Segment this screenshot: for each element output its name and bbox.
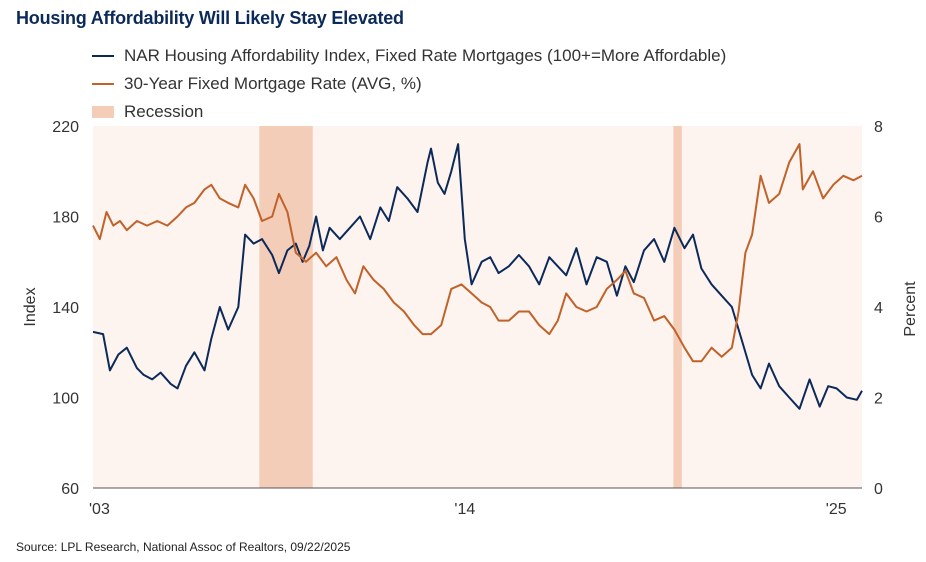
- x-tick-label: '03: [89, 501, 110, 518]
- y-axis-right-ticks: 0 2 4 6 8: [874, 119, 883, 498]
- legend-swatch-mortgage-rate: [92, 83, 114, 85]
- legend-item-affordability: NAR Housing Affordability Index, Fixed R…: [92, 42, 726, 70]
- legend-label-mortgage-rate: 30-Year Fixed Mortgage Rate (AVG, %): [124, 74, 422, 93]
- y2-tick-label: 2: [874, 391, 883, 408]
- y-axis-left-title: Index: [22, 287, 39, 326]
- plot-area: [93, 126, 862, 488]
- y2-tick-label: 8: [874, 119, 883, 136]
- legend-label-recession: Recession: [124, 102, 204, 121]
- source-note: Source: LPL Research, National Assoc of …: [16, 540, 351, 554]
- y-tick-label: 180: [52, 210, 79, 227]
- legend-item-mortgage-rate: 30-Year Fixed Mortgage Rate (AVG, %): [92, 70, 726, 98]
- legend-swatch-affordability: [92, 55, 114, 57]
- chart-title: Housing Affordability Will Likely Stay E…: [16, 8, 404, 28]
- y-tick-label: 220: [52, 119, 79, 136]
- y-axis-left-ticks: 60 100 140 180 220: [52, 119, 79, 498]
- series-lines: [92, 143, 863, 410]
- recession-band: [259, 126, 313, 488]
- y2-tick-label: 4: [874, 300, 883, 317]
- y-axis-right-title: Percent: [902, 281, 919, 337]
- series-line-affordability: [92, 143, 863, 410]
- x-tick-label: '25: [826, 501, 847, 518]
- legend-item-recession: Recession: [92, 98, 726, 126]
- y-tick-label: 100: [52, 391, 79, 408]
- recession-band: [673, 126, 682, 488]
- y2-tick-label: 6: [874, 210, 883, 227]
- legend-label-affordability: NAR Housing Affordability Index, Fixed R…: [124, 46, 727, 65]
- y-tick-label: 60: [61, 481, 79, 498]
- series-line-mortgage-rate: [92, 143, 863, 363]
- y2-tick-label: 0: [874, 481, 883, 498]
- x-tick-label: '14: [454, 501, 475, 518]
- recession-bands: [259, 126, 682, 488]
- chart-legend: NAR Housing Affordability Index, Fixed R…: [92, 42, 726, 126]
- y-tick-label: 140: [52, 300, 79, 317]
- x-axis-ticks: '03 '14 '25: [89, 501, 847, 518]
- legend-swatch-recession: [92, 106, 114, 118]
